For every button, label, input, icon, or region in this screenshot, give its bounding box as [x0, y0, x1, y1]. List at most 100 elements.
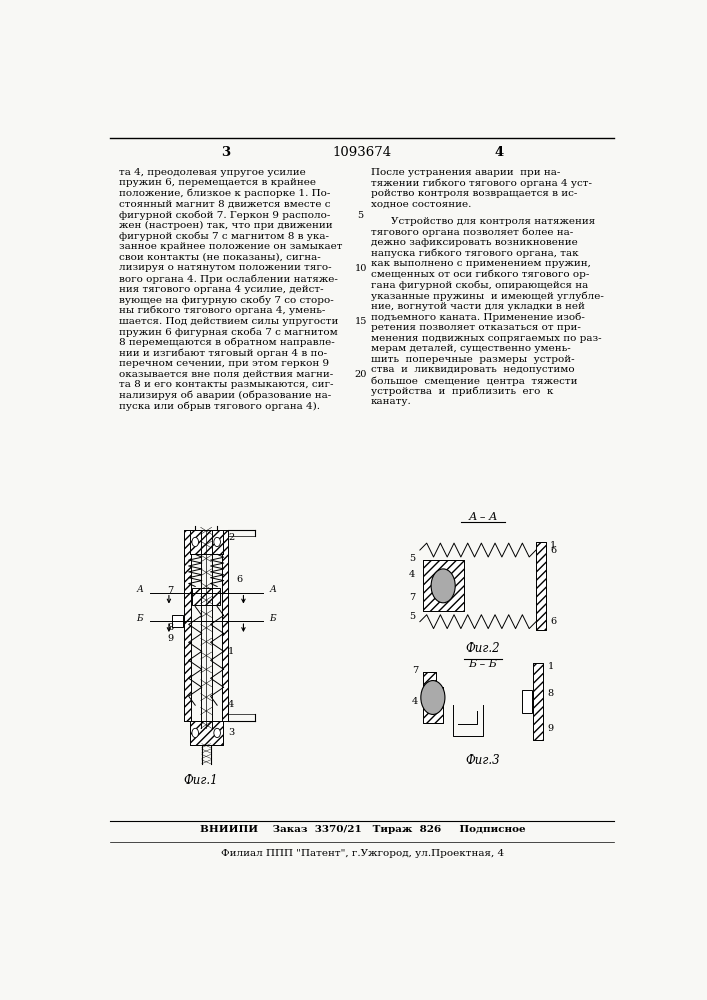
Text: ройство контроля возвращается в ис-: ройство контроля возвращается в ис-	[370, 189, 577, 198]
Text: Филиал ППП "Патент", г.Ужгород, ул.Проектная, 4: Филиал ППП "Патент", г.Ужгород, ул.Проек…	[221, 849, 504, 858]
Text: положение, близкое к распорке 1. По-: положение, близкое к распорке 1. По-	[119, 189, 330, 198]
Text: 3: 3	[221, 146, 230, 159]
Text: 1: 1	[228, 647, 234, 656]
Text: 7: 7	[409, 593, 416, 602]
Text: свои контакты (не показаны), сигна-: свои контакты (не показаны), сигна-	[119, 253, 320, 262]
Text: 7: 7	[412, 666, 419, 675]
Text: лизируя о натянутом положении тяго-: лизируя о натянутом положении тяго-	[119, 263, 331, 272]
Text: менения подвижных сопрягаемых по раз-: менения подвижных сопрягаемых по раз-	[370, 334, 601, 343]
Text: После устранения аварии  при на-: После устранения аварии при на-	[370, 168, 560, 177]
Text: занное крайнее положение он замыкает: занное крайнее положение он замыкает	[119, 242, 342, 251]
Text: стоянный магнит 8 движется вместе с: стоянный магнит 8 движется вместе с	[119, 200, 330, 209]
Circle shape	[192, 537, 199, 547]
Bar	[189, 721, 223, 745]
Bar	[536, 542, 546, 630]
Bar	[522, 690, 532, 713]
Text: 15: 15	[354, 317, 367, 326]
Bar	[221, 530, 228, 721]
Text: мерам деталей, существенно умень-: мерам деталей, существенно умень-	[370, 344, 571, 353]
Text: 3: 3	[228, 728, 234, 737]
Text: нализируя об аварии (образование на-: нализируя об аварии (образование на-	[119, 391, 331, 400]
Text: фигурной скобы 7 с магнитом 8 в ука-: фигурной скобы 7 с магнитом 8 в ука-	[119, 231, 329, 241]
Text: ВНИИПИ    Заказ  3370/21   Тираж  826     Подписное: ВНИИПИ Заказ 3370/21 Тираж 826 Подписное	[199, 825, 525, 834]
Circle shape	[214, 537, 221, 547]
Text: Б – Б: Б – Б	[469, 659, 497, 669]
Text: ние, вогнутой части для укладки в ней: ние, вогнутой части для укладки в ней	[370, 302, 585, 311]
Text: 7: 7	[168, 586, 174, 595]
Text: гана фигурной скобы, опирающейся на: гана фигурной скобы, опирающейся на	[370, 280, 588, 290]
Circle shape	[431, 569, 455, 603]
Bar	[423, 687, 443, 723]
Bar	[536, 542, 546, 630]
Text: пружин 6 фигурная скоба 7 с магнитом: пружин 6 фигурная скоба 7 с магнитом	[119, 327, 337, 337]
Circle shape	[192, 728, 199, 738]
Text: тягового органа позволяет более на-: тягового органа позволяет более на-	[370, 227, 573, 237]
Text: шается. Под действием силы упругости: шается. Под действием силы упругости	[119, 317, 338, 326]
Text: 4: 4	[412, 697, 419, 706]
Text: 5: 5	[409, 612, 416, 621]
Text: Б: Б	[269, 614, 276, 623]
Text: 8: 8	[168, 623, 174, 632]
Bar	[221, 530, 228, 721]
Text: 8: 8	[547, 689, 554, 698]
Bar	[189, 721, 223, 745]
Text: 8 перемещаются в обратном направле-: 8 перемещаются в обратном направле-	[119, 338, 334, 347]
Text: подъемного каната. Применение изоб-: подъемного каната. Применение изоб-	[370, 312, 585, 322]
Bar	[533, 663, 543, 740]
Text: большое  смещение  центра  тяжести: большое смещение центра тяжести	[370, 376, 577, 386]
Text: А: А	[136, 585, 144, 594]
Text: Б: Б	[136, 614, 144, 623]
Text: оказывается вне поля действия магни-: оказывается вне поля действия магни-	[119, 370, 333, 379]
Text: нии и изгибают тяговый орган 4 в по-: нии и изгибают тяговый орган 4 в по-	[119, 348, 327, 358]
Text: ства  и  ликвидировать  недопустимо: ства и ликвидировать недопустимо	[370, 365, 574, 374]
Text: 6: 6	[550, 617, 556, 626]
Text: та 4, преодолевая упругое усилие: та 4, преодолевая упругое усилие	[119, 168, 305, 177]
Text: Фиг.3: Фиг.3	[466, 754, 500, 767]
Text: Фиг.2: Фиг.2	[466, 642, 500, 655]
Text: А: А	[269, 585, 276, 594]
Text: 9: 9	[168, 634, 174, 643]
Text: как выполнено с применением пружин,: как выполнено с применением пружин,	[370, 259, 590, 268]
Text: 5: 5	[409, 554, 416, 563]
Bar	[189, 530, 223, 554]
Text: Устройство для контроля натяжения: Устройство для контроля натяжения	[392, 217, 595, 226]
Text: 1: 1	[547, 662, 554, 671]
Text: смещенных от оси гибкого тягового ор-: смещенных от оси гибкого тягового ор-	[370, 270, 589, 279]
Bar	[173, 615, 183, 627]
Text: фигурной скобой 7. Геркон 9 располо-: фигурной скобой 7. Геркон 9 располо-	[119, 210, 330, 220]
Circle shape	[214, 728, 221, 738]
Circle shape	[421, 681, 445, 714]
Text: шить  поперечные  размеры  устрой-: шить поперечные размеры устрой-	[370, 355, 574, 364]
Text: дежно зафиксировать возникновение: дежно зафиксировать возникновение	[370, 238, 578, 247]
Text: 20: 20	[354, 370, 367, 379]
Text: жен (настроен) так, что при движении: жен (настроен) так, что при движении	[119, 221, 332, 230]
Text: вого органа 4. При ослаблении натяже-: вого органа 4. При ослаблении натяже-	[119, 274, 337, 284]
Text: 5: 5	[358, 211, 364, 220]
Text: 4: 4	[495, 146, 504, 159]
Text: указанные пружины  и имеющей углубле-: указанные пружины и имеющей углубле-	[370, 291, 604, 301]
Text: 2: 2	[228, 533, 234, 542]
Bar	[192, 588, 220, 605]
Bar	[423, 560, 464, 611]
Text: напуска гибкого тягового органа, так: напуска гибкого тягового органа, так	[370, 248, 578, 258]
Bar	[423, 672, 436, 687]
Text: ны гибкого тягового органа 4, умень-: ны гибкого тягового органа 4, умень-	[119, 306, 325, 315]
Text: пуска или обрыв тягового органа 4).: пуска или обрыв тягового органа 4).	[119, 402, 320, 411]
Text: 4: 4	[409, 570, 416, 579]
Text: 1093674: 1093674	[333, 146, 392, 159]
Text: устройства  и  приблизить  его  к: устройства и приблизить его к	[370, 387, 553, 396]
Text: Фиг.1: Фиг.1	[183, 774, 218, 788]
Text: ходное состояние.: ходное состояние.	[370, 200, 471, 209]
Text: перечном сечении, при этом геркон 9: перечном сечении, при этом геркон 9	[119, 359, 329, 368]
Bar	[185, 530, 191, 721]
Bar	[423, 672, 436, 687]
Bar	[185, 530, 191, 721]
Text: та 8 и его контакты размыкаются, сиг-: та 8 и его контакты размыкаются, сиг-	[119, 380, 333, 389]
Text: 4: 4	[228, 700, 234, 709]
Bar	[533, 663, 543, 740]
Text: вующее на фигурную скобу 7 со сторо-: вующее на фигурную скобу 7 со сторо-	[119, 295, 333, 305]
Bar	[189, 530, 223, 554]
Text: 6: 6	[550, 546, 556, 555]
Text: пружин 6, перемещается в крайнее: пружин 6, перемещается в крайнее	[119, 178, 315, 187]
Text: 9: 9	[547, 724, 554, 733]
